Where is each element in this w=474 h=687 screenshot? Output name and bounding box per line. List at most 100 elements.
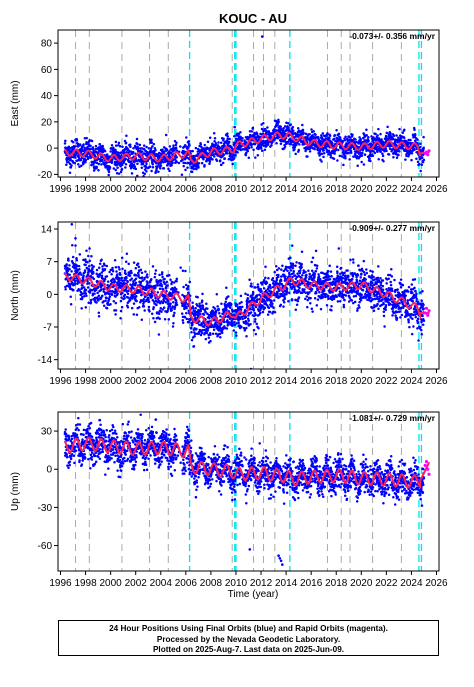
plot-frame bbox=[57, 29, 440, 178]
data-point bbox=[386, 125, 389, 129]
data-point bbox=[251, 305, 254, 309]
data-point bbox=[220, 302, 223, 306]
data-point bbox=[68, 273, 71, 277]
data-point bbox=[140, 293, 143, 297]
data-point bbox=[374, 132, 377, 136]
data-point bbox=[257, 285, 260, 289]
data-point bbox=[277, 118, 280, 122]
data-point bbox=[157, 170, 160, 173]
data-point bbox=[161, 275, 164, 279]
x-tick-label: 2000 bbox=[100, 184, 123, 195]
data-point bbox=[97, 299, 100, 302]
data-point bbox=[191, 301, 194, 305]
data-point bbox=[186, 288, 189, 291]
data-point bbox=[280, 268, 283, 271]
data-point bbox=[332, 297, 336, 301]
data-point bbox=[295, 261, 298, 264]
data-point bbox=[141, 162, 145, 166]
data-point bbox=[83, 269, 87, 272]
data-point bbox=[271, 276, 275, 280]
data-point bbox=[148, 165, 152, 169]
data-point bbox=[313, 147, 316, 151]
data-point bbox=[124, 157, 127, 161]
data-point bbox=[140, 271, 144, 275]
data-point bbox=[135, 299, 138, 303]
data-point bbox=[337, 132, 341, 136]
data-point bbox=[157, 299, 161, 303]
data-point bbox=[275, 141, 278, 145]
data-point bbox=[239, 294, 243, 298]
data-point bbox=[313, 274, 316, 278]
data-point bbox=[281, 264, 284, 267]
data-point bbox=[220, 163, 223, 167]
data-point bbox=[174, 299, 178, 302]
data-point bbox=[317, 273, 320, 276]
data-point bbox=[118, 273, 122, 277]
data-point bbox=[187, 320, 191, 324]
data-point bbox=[231, 324, 234, 327]
data-point bbox=[311, 256, 315, 260]
data-point bbox=[95, 272, 98, 276]
data-point bbox=[277, 273, 280, 277]
data-point bbox=[272, 280, 276, 283]
data-point bbox=[337, 148, 340, 152]
rapid-orbit-point bbox=[424, 150, 429, 154]
data-point bbox=[69, 166, 73, 169]
data-point bbox=[213, 155, 216, 158]
data-point bbox=[138, 143, 142, 147]
data-point bbox=[308, 291, 311, 294]
data-point bbox=[144, 270, 147, 273]
data-point bbox=[137, 273, 140, 277]
data-point bbox=[117, 172, 121, 175]
data-point bbox=[283, 293, 286, 296]
data-point bbox=[372, 275, 375, 279]
data-point bbox=[254, 156, 257, 159]
data-point bbox=[151, 145, 154, 148]
data-point bbox=[310, 276, 313, 279]
data-point bbox=[348, 158, 351, 161]
data-point bbox=[116, 275, 119, 279]
data-point bbox=[86, 282, 89, 286]
data-point bbox=[114, 148, 117, 152]
data-point bbox=[139, 280, 142, 284]
data-point bbox=[419, 169, 422, 173]
data-point bbox=[78, 267, 81, 271]
data-point bbox=[290, 143, 293, 146]
data-point bbox=[161, 301, 165, 305]
data-point bbox=[240, 325, 243, 329]
data-point bbox=[84, 288, 88, 292]
data-point bbox=[138, 305, 141, 309]
data-point bbox=[241, 317, 244, 321]
data-point bbox=[220, 331, 224, 335]
data-point bbox=[198, 304, 202, 308]
data-point bbox=[390, 267, 393, 271]
data-point bbox=[154, 148, 157, 152]
data-point bbox=[368, 157, 371, 160]
data-point bbox=[343, 298, 346, 302]
data-point bbox=[119, 309, 123, 313]
data-point bbox=[134, 266, 138, 270]
data-point bbox=[256, 153, 260, 157]
data-point bbox=[307, 277, 311, 281]
data-point bbox=[308, 133, 311, 136]
data-point bbox=[379, 286, 383, 290]
data-point bbox=[267, 292, 270, 295]
data-point bbox=[94, 147, 98, 151]
data-point bbox=[389, 132, 392, 135]
data-point bbox=[363, 273, 367, 277]
data-point bbox=[149, 149, 153, 152]
data-point bbox=[120, 276, 124, 280]
data-point bbox=[81, 276, 85, 279]
data-point bbox=[108, 166, 112, 170]
data-point bbox=[268, 283, 272, 287]
data-point bbox=[106, 283, 109, 287]
data-point bbox=[80, 286, 84, 290]
data-point bbox=[120, 167, 124, 171]
data-point bbox=[342, 303, 346, 307]
x-tick-label: 1998 bbox=[74, 184, 97, 195]
y-axis-label: East (mm) bbox=[10, 80, 21, 126]
data-point bbox=[298, 286, 301, 290]
data-point bbox=[335, 128, 338, 132]
data-point bbox=[239, 312, 242, 316]
